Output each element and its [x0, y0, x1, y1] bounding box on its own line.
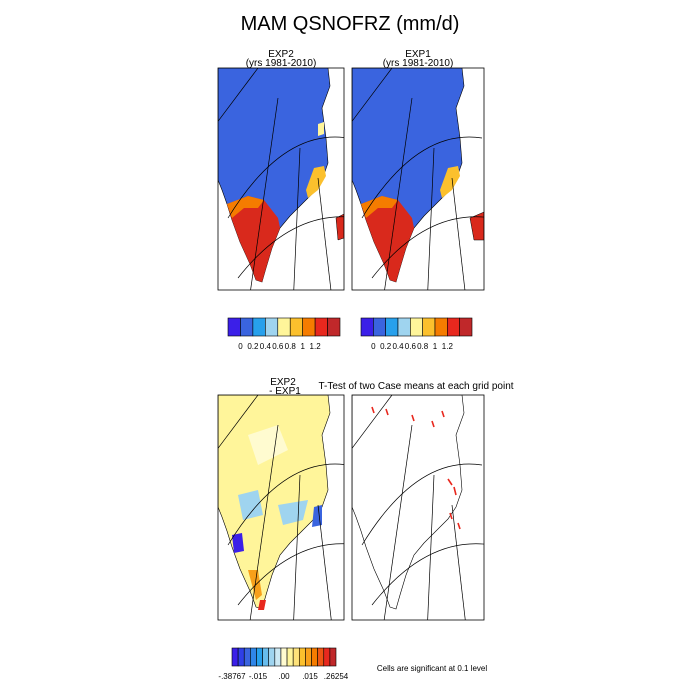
colorbar-box — [447, 317, 460, 337]
colorbar-tick-label: 1 — [300, 342, 305, 351]
map — [352, 68, 484, 290]
map — [218, 395, 344, 620]
colorbar-box — [397, 317, 411, 337]
colorbar-box — [360, 317, 374, 337]
colorbar-box — [459, 317, 473, 337]
colorbar-box — [280, 647, 288, 667]
colorbar-tick-label: 0.6 — [405, 342, 417, 351]
colorbar-box — [286, 647, 294, 667]
colorbar-tick-label: .26254 — [324, 672, 349, 681]
colorbar-tick-label: 0 — [238, 342, 243, 351]
colorbar-box — [240, 317, 254, 337]
colorbar-box — [292, 647, 300, 667]
colorbar-box — [274, 647, 282, 667]
colorbar-box — [277, 317, 291, 337]
panel-subtitle: - EXP1 — [269, 386, 301, 397]
panel-title: T-Test of two Case means at each grid po… — [318, 381, 513, 392]
map — [352, 395, 484, 620]
colorbar-box — [250, 647, 257, 667]
colorbar-box — [237, 647, 245, 667]
colorbar-tick-label: -.015 — [249, 672, 268, 681]
panel-title: EXP2 — [268, 49, 294, 60]
colorbar-box — [265, 317, 279, 337]
colorbar-box — [243, 647, 251, 667]
panel-subtitle: (yrs 1981-2010) — [246, 58, 317, 69]
note: Cells are significant at 0.1 level — [377, 664, 488, 673]
colorbar-box — [311, 647, 318, 667]
colorbar-box — [227, 317, 241, 337]
colorbar-box — [410, 317, 423, 337]
colorbar-box — [385, 317, 399, 337]
colorbar-tick-label: 1 — [433, 342, 438, 351]
colorbar-box — [327, 317, 341, 337]
colorbar-box — [298, 647, 306, 667]
colorbar-box — [252, 317, 266, 337]
colorbar-tick-label: 0 — [371, 342, 376, 351]
colorbar-box — [262, 647, 270, 667]
colorbar-box — [329, 647, 337, 667]
panel-title: EXP2 — [270, 377, 296, 388]
figure-title: MAM QSNOFRZ (mm/d) — [241, 13, 460, 35]
colorbar-box — [256, 647, 263, 667]
colorbar-box — [323, 647, 331, 667]
colorbar-box — [422, 317, 436, 337]
colorbar-box — [305, 647, 312, 667]
colorbar-box — [373, 317, 386, 337]
colorbar-tick-label: 0.2 — [247, 342, 259, 351]
panel-subtitle: (yrs 1981-2010) — [383, 58, 454, 69]
colorbar-box — [268, 647, 276, 667]
colorbar-tick-label: 0.8 — [417, 342, 429, 351]
colorbar-box — [302, 317, 316, 337]
colorbar-tick-label: 0.4 — [392, 342, 404, 351]
colorbar-tick-label: 0.2 — [380, 342, 392, 351]
colorbar-tick-label: 0.4 — [260, 342, 272, 351]
colorbar-box — [314, 317, 328, 337]
colorbar-tick-label: .015 — [302, 672, 318, 681]
colorbars: 0 0.2 0.4 0.6 0.8 1 1.2 0 0.2 0.4 0.6 0.8 1 1.2-.3876… — [218, 317, 473, 681]
colorbar-tick-label: -.38767 — [218, 672, 246, 681]
colorbar-box — [317, 647, 325, 667]
map — [218, 68, 344, 290]
colorbar-tick-label: .00 — [278, 672, 290, 681]
colorbar-tick-label: 1.2 — [442, 342, 454, 351]
colorbar-tick-label: 0.6 — [272, 342, 284, 351]
colorbar-box — [434, 317, 448, 337]
colorbar-box — [231, 647, 239, 667]
colorbar-tick-label: 1.2 — [310, 342, 322, 351]
panel-title: EXP1 — [405, 49, 431, 60]
colorbar-tick-label: 0.8 — [285, 342, 297, 351]
colorbar-box — [289, 317, 303, 337]
